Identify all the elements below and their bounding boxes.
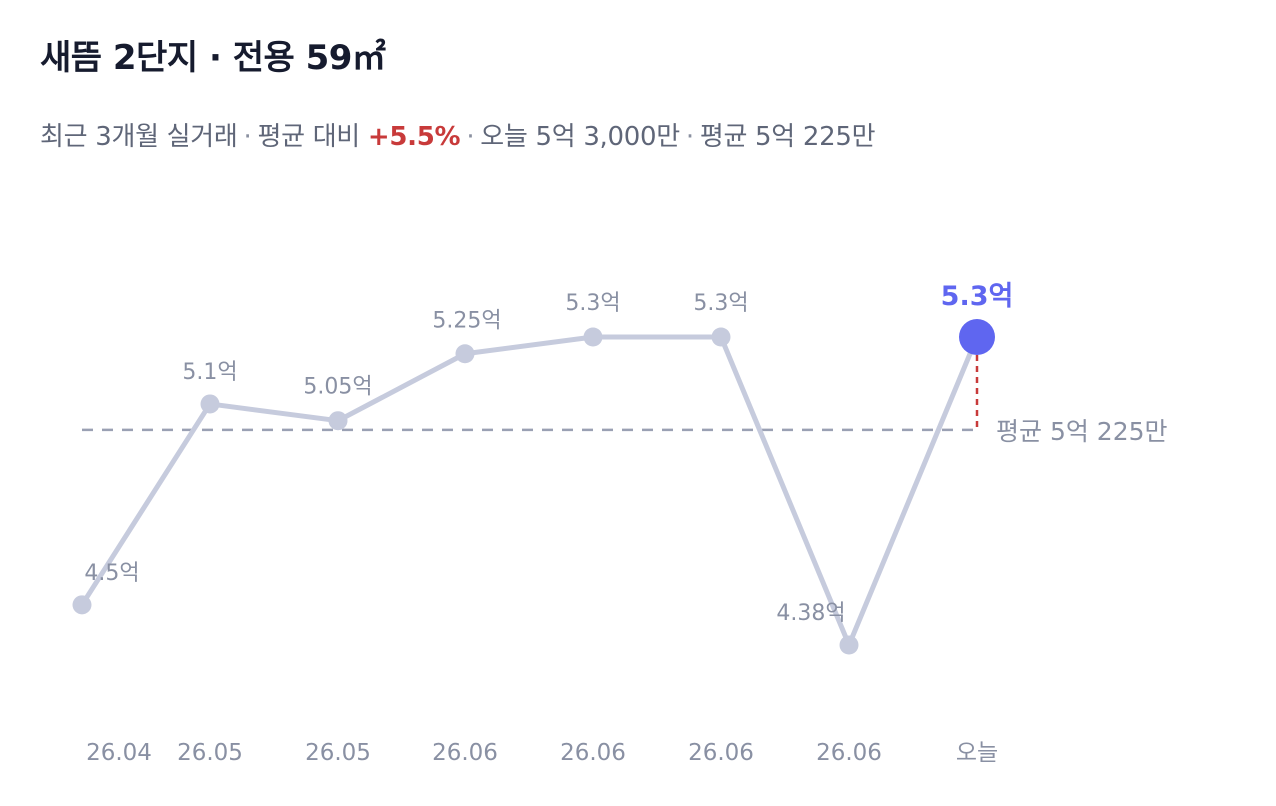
x-axis-tick-label: 26.06 [816,740,882,766]
price-series-line [79,334,980,648]
data-point-label: 5.3억 [565,291,620,316]
data-point-label: 5.05억 [303,375,372,400]
data-point [583,327,603,347]
x-axis-tick-label: 26.06 [688,740,754,766]
separator-dot: · [466,122,475,152]
data-point-label: 5.25억 [432,309,501,334]
x-axis-labels: 26.04 26.05 26.05 26.06 26.06 26.06 26.06 오늘 [86,740,998,766]
x-axis-tick-label: 오늘 [956,740,998,766]
data-point [839,635,859,655]
x-axis-tick-label: 26.04 [86,740,152,766]
data-points: 4.5억 5.1억 5.05억 5.25억 5.3억 5.3억 4.38억 5.3억 [72,281,1014,655]
page-title: 새뜸 2단지 · 전용 59㎡ [40,38,386,78]
x-axis-tick-label: 26.06 [560,740,626,766]
data-point-label: 5.1억 [182,360,237,385]
data-point-label: 4.5억 [84,561,139,586]
data-point [200,394,220,414]
average-price: 평균 5억 225만 [699,122,876,152]
data-point [455,344,475,364]
x-axis-tick-label: 26.05 [305,740,371,766]
average-line-label: 평균 5억 225만 [996,417,1168,446]
data-point [72,595,92,615]
current-price-point [959,319,995,355]
current-price-label: 5.3억 [941,281,1014,312]
data-point [328,411,348,431]
change-percent: +5.5% [367,122,461,152]
data-point-label: 4.38억 [776,601,845,626]
separator-dot: · [243,122,252,152]
data-point [711,327,731,347]
compare-label: 평균 대비 [257,122,360,152]
x-axis-tick-label: 26.05 [177,740,243,766]
summary-line: 최근 3개월 실거래 · 평균 대비 +5.5% · 오늘 5억 3,000만 · 평균 5… [40,116,876,153]
separator-dot: · [685,122,694,152]
x-axis-tick-label: 26.06 [432,740,498,766]
data-point-label: 5.3억 [693,291,748,316]
today-price: 오늘 5억 3,000만 [480,122,680,152]
period-text: 최근 3개월 실거래 [40,122,238,152]
